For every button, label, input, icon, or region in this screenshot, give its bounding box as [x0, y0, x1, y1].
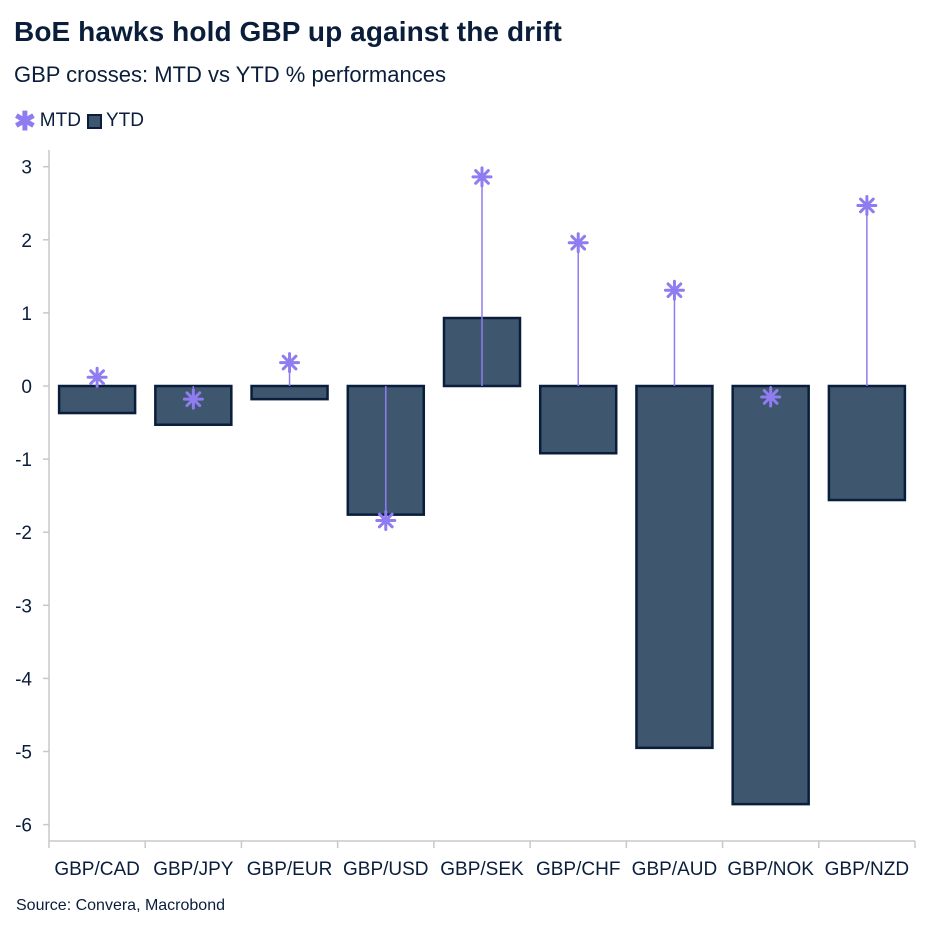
mtd-marker — [86, 366, 108, 388]
legend-item-ytd: YTD — [86, 110, 144, 132]
y-tick-label: 1 — [21, 304, 32, 325]
ytd-bar — [731, 384, 810, 806]
legend-label-mtd: MTD — [39, 110, 81, 131]
x-tick-label: GBP/JPY — [153, 859, 234, 880]
x-tick-label: GBP/CHF — [536, 859, 620, 880]
x-tick-label: GBP/SEK — [440, 859, 524, 880]
mtd-marker-stroke — [185, 391, 202, 408]
chart-plot: 3 2 1 0 -1 -2 -3 -4 -5 -6 GBP/CAD GBP/JPY GBP/EUR GBP… — [15, 150, 916, 880]
y-tick-label: 3 — [21, 158, 32, 179]
y-tick-label: 2 — [21, 231, 32, 252]
x-tick-label: GBP/AUD — [632, 859, 718, 880]
ytd-bar — [538, 384, 618, 455]
mtd-marker — [760, 386, 782, 408]
asterisk-icon: ✱ — [14, 106, 36, 136]
chart-subtitle: GBP crosses: MTD vs YTD % performances — [14, 62, 446, 87]
y-tick-label: -3 — [15, 596, 32, 617]
y-tick-label: -6 — [15, 816, 32, 837]
legend: ✱ MTD YTD — [14, 106, 150, 136]
x-tick-label: GBP/EUR — [247, 859, 333, 880]
y-tick-label: -1 — [15, 450, 32, 471]
y-tick-label: 0 — [21, 377, 32, 398]
mtd-marker-stroke — [474, 169, 490, 185]
y-tick-label: -5 — [15, 743, 32, 764]
ytd-bar — [827, 384, 907, 502]
mtd-marker — [375, 510, 397, 532]
legend-item-mtd: ✱ MTD — [14, 106, 81, 136]
mtd-marker-stroke — [281, 354, 298, 371]
y-tick-label: -4 — [15, 669, 32, 690]
mtd-marker-stroke — [859, 197, 875, 214]
mtd-marker — [663, 279, 685, 301]
ytd-bar — [57, 384, 137, 415]
mtd-marker — [279, 352, 301, 374]
mtd-marker — [856, 194, 878, 216]
chart-title: BoE hawks hold GBP up against the drift — [14, 16, 562, 47]
mtd-marker-stroke — [666, 282, 683, 299]
ytd-bar — [250, 384, 329, 401]
ytd-bar — [635, 384, 714, 750]
x-tick-label: GBP/NZD — [825, 859, 909, 880]
bar-swatch-icon — [86, 113, 102, 129]
x-tick-label: GBP/USD — [343, 859, 429, 880]
y-tick-label: -2 — [15, 523, 32, 544]
x-tick-label: GBP/NOK — [727, 859, 814, 880]
mtd-marker — [471, 166, 493, 188]
mtd-marker-stroke — [377, 512, 394, 529]
legend-label-ytd: YTD — [105, 110, 144, 131]
x-tick-label: GBP/CAD — [54, 859, 140, 880]
mtd-marker-stroke — [762, 389, 779, 405]
source-note: Source: Convera, Macrobond — [16, 897, 225, 914]
mtd-marker — [182, 388, 204, 410]
mtd-marker-stroke — [570, 234, 587, 251]
mtd-marker — [567, 232, 589, 254]
mtd-marker-stroke — [89, 369, 105, 386]
